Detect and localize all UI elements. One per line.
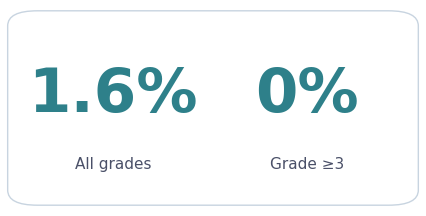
- Text: Grade ≥3: Grade ≥3: [270, 157, 344, 172]
- Text: All grades: All grades: [75, 157, 151, 172]
- Text: 1.6%: 1.6%: [28, 65, 198, 125]
- FancyBboxPatch shape: [8, 11, 418, 205]
- Text: 0%: 0%: [255, 65, 359, 125]
